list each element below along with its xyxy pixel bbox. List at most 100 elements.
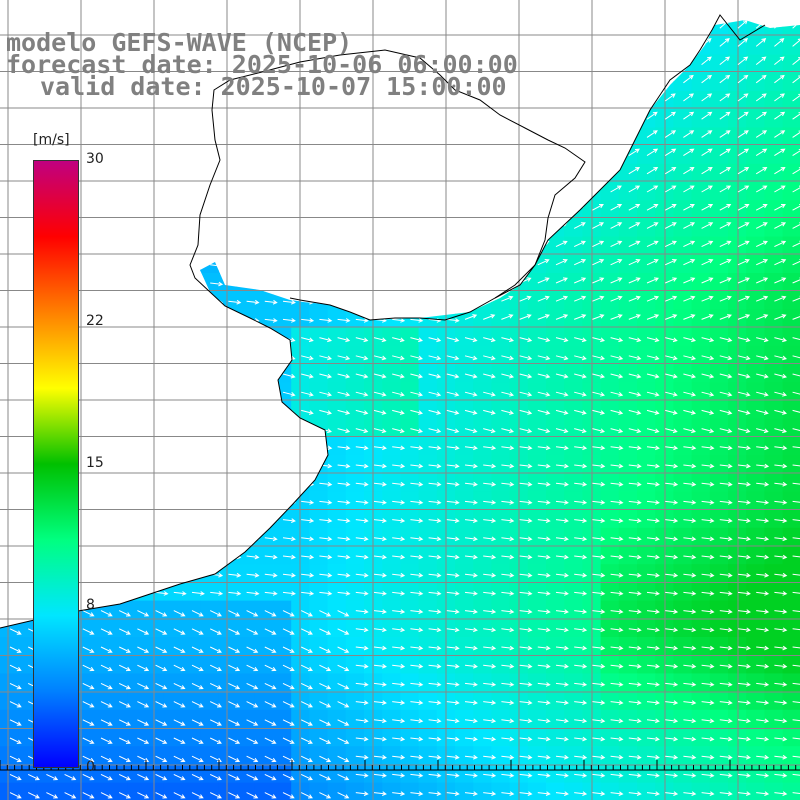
wind-speed-cell [764, 509, 784, 529]
wind-arrow [373, 791, 387, 796]
wind-speed-cell [728, 546, 747, 565]
wind-arrow [719, 391, 733, 397]
wind-speed-cell [491, 509, 511, 529]
wind-speed-cell [527, 54, 547, 74]
wind-arrow [737, 74, 749, 84]
wind-arrow [719, 428, 733, 434]
wind-arrow [392, 754, 406, 760]
wind-speed-cell [400, 764, 420, 784]
wind-arrow [574, 355, 587, 361]
wind-speed-cell [382, 218, 401, 238]
wind-speed-cell [291, 218, 310, 238]
wind-speed-cell [691, 218, 711, 238]
wind-arrow [428, 299, 442, 305]
wind-arrow [464, 130, 476, 138]
wind-arrow [501, 373, 514, 379]
wind-arrow [282, 190, 296, 196]
wind-arrow [9, 81, 23, 87]
wind-arrow [719, 773, 733, 778]
wind-speed-cell [291, 655, 310, 674]
wind-arrow [701, 204, 714, 211]
wind-arrow [137, 536, 151, 542]
wind-arrow [519, 481, 533, 487]
wind-speed-cell [728, 163, 747, 183]
wind-speed-cell [637, 364, 656, 383]
wind-arrow [301, 536, 315, 542]
wind-arrow [355, 245, 369, 250]
wind-speed-cell [400, 709, 420, 729]
wind-arrow [446, 754, 460, 760]
wind-arrow [519, 185, 531, 193]
wind-speed-cell [455, 273, 474, 292]
wind-arrow [665, 463, 679, 469]
wind-arrow [319, 208, 333, 214]
wind-speed-cell [145, 691, 165, 711]
wind-speed-cell [491, 618, 511, 638]
wind-speed-cell [709, 418, 729, 438]
wind-arrow [664, 204, 677, 211]
wind-speed-cell [618, 400, 638, 420]
wind-speed-cell [382, 382, 401, 401]
wind-speed-cell [182, 382, 201, 401]
wind-speed-cell [473, 109, 492, 128]
wind-speed-cell [145, 127, 165, 147]
wind-speed-cell [0, 455, 19, 474]
wind-speed-cell [728, 400, 747, 420]
wind-speed-cell [164, 0, 183, 19]
wind-speed-cell [109, 527, 128, 547]
wind-speed-cell [782, 236, 800, 256]
wind-arrow [210, 428, 223, 434]
wind-speed-cell [618, 127, 638, 147]
wind-speed-cell [600, 400, 620, 420]
wind-arrow [119, 281, 133, 287]
wind-arrow [446, 609, 460, 614]
wind-arrow [246, 281, 260, 287]
wind-arrow [665, 700, 679, 705]
wind-speed-cell [182, 709, 201, 729]
wind-speed-cell [163, 436, 183, 456]
wind-speed-cell [327, 746, 347, 765]
wind-speed-cell [109, 218, 128, 238]
wind-arrow [574, 463, 588, 469]
wind-arrow [410, 554, 424, 560]
wind-arrow [428, 754, 442, 760]
wind-arrow [373, 337, 387, 343]
wind-speed-cell [618, 509, 638, 529]
wind-speed-cell [309, 509, 329, 529]
wind-arrow [155, 373, 169, 379]
wind-speed-cell [109, 109, 128, 128]
wind-arrow [446, 536, 460, 542]
wind-arrow [519, 391, 533, 397]
wind-speed-cell [127, 418, 147, 438]
wind-arrow [173, 628, 186, 635]
wind-arrow [646, 682, 660, 687]
wind-arrow [319, 554, 333, 560]
wind-arrow [483, 373, 496, 379]
wind-arrow [464, 627, 478, 633]
wind-speed-cell [418, 236, 438, 256]
wind-arrow [664, 222, 677, 229]
wind-speed-cell [691, 127, 711, 147]
wind-arrow [210, 172, 224, 178]
wind-speed-cell [746, 54, 765, 74]
wind-arrow [118, 646, 131, 653]
wind-arrow [701, 700, 715, 705]
wind-speed-cell [673, 291, 693, 310]
wind-arrow [410, 627, 424, 633]
wind-speed-cell [527, 418, 547, 438]
wind-arrow [173, 737, 186, 744]
wind-arrow [683, 700, 697, 705]
wind-arrow [118, 755, 131, 763]
wind-arrow [319, 245, 333, 250]
wind-speed-cell [618, 273, 638, 292]
wind-arrow [301, 281, 315, 287]
wind-arrow [191, 500, 205, 505]
wind-arrow [537, 314, 550, 320]
wind-speed-cell [637, 400, 656, 420]
wind-arrow [592, 791, 606, 796]
wind-speed-cell [782, 436, 800, 456]
wind-arrow [628, 185, 641, 193]
wind-speed-cell [91, 728, 110, 747]
wind-arrow [519, 463, 533, 469]
wind-arrow [628, 259, 641, 266]
